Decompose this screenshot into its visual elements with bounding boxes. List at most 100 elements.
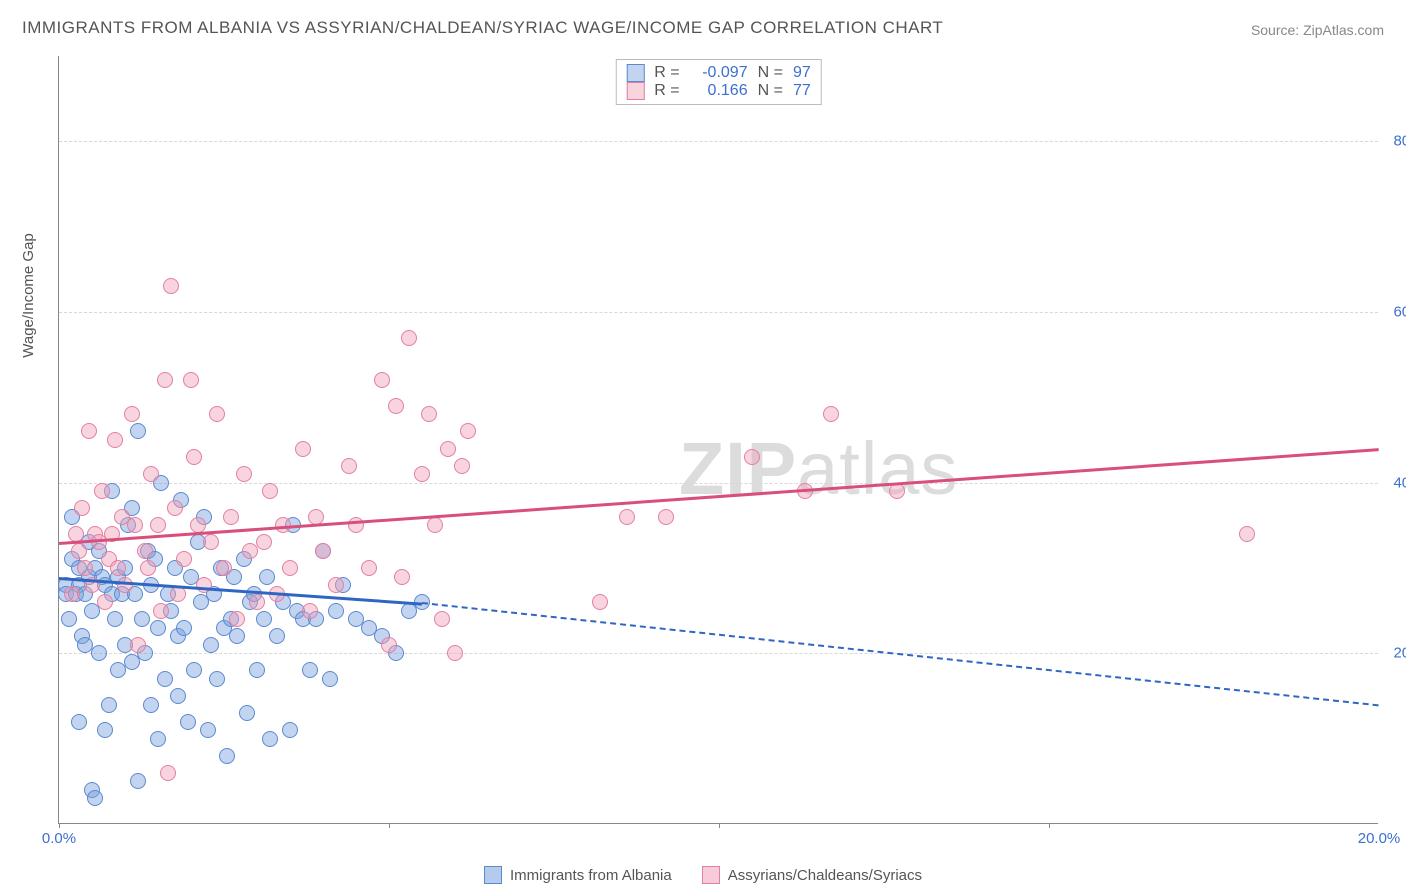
data-point bbox=[295, 441, 311, 457]
data-point bbox=[170, 688, 186, 704]
x-tick-mark bbox=[389, 823, 390, 828]
gridline bbox=[59, 312, 1378, 313]
data-point bbox=[229, 628, 245, 644]
data-point bbox=[137, 543, 153, 559]
data-point bbox=[249, 594, 265, 610]
y-tick-label: 20.0% bbox=[1386, 645, 1406, 662]
trend-line bbox=[59, 449, 1379, 545]
gridline bbox=[59, 653, 1378, 654]
legend: Immigrants from Albania Assyrians/Chaldea… bbox=[484, 866, 922, 884]
stats-row: R =0.166 N =77 bbox=[626, 82, 810, 100]
data-point bbox=[744, 449, 760, 465]
x-tick-mark bbox=[1049, 823, 1050, 828]
data-point bbox=[150, 620, 166, 636]
data-point bbox=[167, 500, 183, 516]
data-point bbox=[143, 697, 159, 713]
data-point bbox=[282, 722, 298, 738]
data-point bbox=[256, 611, 272, 627]
data-point bbox=[180, 714, 196, 730]
data-point bbox=[91, 645, 107, 661]
stats-row: R = -0.097 N = 97 bbox=[626, 64, 810, 82]
legend-label: Immigrants from Albania bbox=[510, 867, 672, 884]
data-point bbox=[361, 560, 377, 576]
x-tick-label: 0.0% bbox=[42, 830, 76, 847]
data-point bbox=[127, 517, 143, 533]
data-point bbox=[150, 731, 166, 747]
data-point bbox=[117, 577, 133, 593]
data-point bbox=[143, 466, 159, 482]
data-point bbox=[163, 278, 179, 294]
data-point bbox=[328, 577, 344, 593]
data-point bbox=[134, 611, 150, 627]
data-point bbox=[130, 423, 146, 439]
data-point bbox=[97, 722, 113, 738]
data-point bbox=[203, 637, 219, 653]
y-tick-label: 60.0% bbox=[1386, 304, 1406, 321]
data-point bbox=[130, 773, 146, 789]
data-point bbox=[889, 483, 905, 499]
legend-label: Assyrians/Chaldeans/Syriacs bbox=[728, 867, 922, 884]
x-tick-mark bbox=[59, 823, 60, 828]
data-point bbox=[71, 714, 87, 730]
data-point bbox=[183, 372, 199, 388]
data-point bbox=[421, 406, 437, 422]
data-point bbox=[381, 637, 397, 653]
y-tick-label: 80.0% bbox=[1386, 133, 1406, 150]
r-value: 0.166 bbox=[690, 82, 748, 100]
data-point bbox=[140, 560, 156, 576]
data-point bbox=[434, 611, 450, 627]
r-value: -0.097 bbox=[690, 64, 748, 82]
data-point bbox=[216, 560, 232, 576]
data-point bbox=[124, 406, 140, 422]
data-point bbox=[186, 662, 202, 678]
data-point bbox=[196, 577, 212, 593]
data-point bbox=[322, 671, 338, 687]
data-point bbox=[440, 441, 456, 457]
data-point bbox=[592, 594, 608, 610]
data-point bbox=[427, 517, 443, 533]
data-point bbox=[160, 765, 176, 781]
chart-title: IMMIGRANTS FROM ALBANIA VS ASSYRIAN/CHAL… bbox=[22, 18, 943, 38]
n-label: N = bbox=[758, 82, 783, 100]
data-point bbox=[269, 628, 285, 644]
data-point bbox=[394, 569, 410, 585]
data-point bbox=[414, 466, 430, 482]
data-point bbox=[259, 569, 275, 585]
data-point bbox=[107, 611, 123, 627]
data-point bbox=[176, 551, 192, 567]
source-label: Source: ZipAtlas.com bbox=[1251, 22, 1384, 38]
data-point bbox=[454, 458, 470, 474]
data-point bbox=[341, 458, 357, 474]
gridline bbox=[59, 141, 1378, 142]
data-point bbox=[110, 560, 126, 576]
data-point bbox=[460, 423, 476, 439]
plot-area: ZIPatlas R =-0.097 N =97R =0.166 N =77 2… bbox=[58, 56, 1378, 824]
data-point bbox=[328, 603, 344, 619]
data-point bbox=[157, 671, 173, 687]
data-point bbox=[64, 586, 80, 602]
x-tick-label: 20.0% bbox=[1358, 830, 1401, 847]
data-point bbox=[658, 509, 674, 525]
data-point bbox=[81, 423, 97, 439]
data-point bbox=[236, 466, 252, 482]
data-point bbox=[153, 603, 169, 619]
data-point bbox=[130, 637, 146, 653]
x-tick-mark bbox=[719, 823, 720, 828]
r-label: R = bbox=[654, 64, 679, 82]
data-point bbox=[223, 509, 239, 525]
data-point bbox=[374, 372, 390, 388]
data-point bbox=[619, 509, 635, 525]
data-point bbox=[107, 432, 123, 448]
data-point bbox=[823, 406, 839, 422]
data-point bbox=[302, 662, 318, 678]
correlation-stats-box: R = -0.097 N = 97R =0.166 N =77 bbox=[615, 59, 821, 105]
n-value: 97 bbox=[793, 64, 811, 82]
y-tick-label: 40.0% bbox=[1386, 474, 1406, 491]
series-swatch bbox=[626, 64, 644, 82]
data-point bbox=[94, 483, 110, 499]
data-point bbox=[157, 372, 173, 388]
data-point bbox=[186, 449, 202, 465]
n-label: N = bbox=[758, 64, 783, 82]
data-point bbox=[1239, 526, 1255, 542]
data-point bbox=[176, 620, 192, 636]
